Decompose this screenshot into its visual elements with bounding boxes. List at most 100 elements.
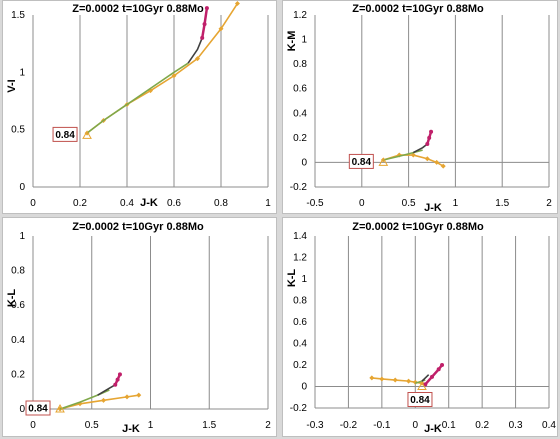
y-tick-label: 1.2 (293, 10, 307, 21)
x-tick-label: 1 (453, 198, 459, 209)
annotation-label: 0.84 (352, 157, 372, 168)
x-axis-label: J-K (140, 197, 158, 209)
x-tick-label: 0.8 (214, 198, 228, 209)
annotation-box (52, 126, 78, 142)
y-tick-label: 0.4 (11, 335, 25, 346)
chart-title: Z=0.0002 t=10Gyr 0.88Mo (72, 221, 204, 233)
y-tick-label: 1.2 (293, 253, 307, 264)
x-tick-label: 2 (265, 420, 271, 431)
data-point-dot (427, 135, 432, 140)
x-tick-label: 0.4 (120, 198, 134, 209)
x-tick-label: -0.2 (340, 420, 358, 431)
data-point-dot (202, 22, 207, 27)
y-tick-label: 0.8 (11, 266, 25, 277)
chart-title: Z=0.0002 t=10Gyr 0.88Mo (72, 3, 204, 15)
data-point-diamond (171, 73, 177, 79)
y-tick-label: 0.4 (293, 339, 307, 350)
y-tick-label: 1.5 (11, 10, 25, 21)
x-tick-label: 0.5 (402, 198, 416, 209)
x-tick-label: 0.2 (475, 420, 489, 431)
y-tick-label: 0 (19, 404, 25, 415)
y-tick-label: 0.2 (293, 360, 307, 371)
y-tick-label: 1 (19, 231, 25, 242)
y-tick-label: 1 (301, 274, 307, 285)
x-tick-label: 0 (359, 198, 365, 209)
chart-svg: 0 0.5 1 1.5 2 0 0.2 0.4 0.6 0.8 1 0.84 Z=0.0002 t=10… (6, 221, 271, 435)
data-point-dot (429, 129, 434, 134)
annotation-label: 0.84 (410, 395, 430, 406)
series-line (383, 149, 423, 161)
data-point-triangle (378, 157, 389, 166)
x-tick-label: 0.6 (167, 198, 181, 209)
chart-panel-bottom-right: -0.3 -0.2 -0.1 0 0.1 0.2 0.3 0.4 -0.2 0 0.2 0.4 0.6 0… (282, 217, 558, 437)
y-tick-label: 0.2 (11, 369, 25, 380)
y-tick-label: 0.8 (293, 59, 307, 70)
annotation-box (348, 153, 374, 169)
chart-title: Z=0.0002 t=10Gyr 0.88Mo (352, 221, 484, 233)
data-point-diamond (218, 26, 224, 32)
y-tick-label: 0.6 (293, 84, 307, 95)
y-tick-label: 0 (301, 157, 307, 168)
data-point-diamond (369, 375, 375, 381)
data-point-diamond (434, 159, 440, 165)
data-point-dot (423, 382, 428, 387)
data-point-dot (115, 377, 120, 382)
x-tick-label: 0.2 (73, 198, 87, 209)
data-point-triangle (55, 403, 65, 413)
x-tick-label: 1.5 (202, 420, 216, 431)
data-point-diamond (195, 56, 200, 62)
y-tick-label: 0.6 (11, 300, 25, 311)
chart-svg: -0.5 0 0.5 1 1.5 2 -0.2 0 0.2 0.4 0.6 0.8 1 1.2 0.84 Z=… (286, 3, 552, 213)
data-point-diamond (379, 376, 385, 382)
chart-svg: -0.3 -0.2 -0.1 0 0.1 0.2 0.3 0.4 -0.2 0 0.2 0.4 0.6 0… (286, 221, 556, 435)
data-point-diamond (410, 152, 416, 158)
data-point-dot (117, 372, 122, 377)
x-tick-label: 0.3 (509, 420, 523, 431)
annotation-label: 0.84 (28, 404, 48, 415)
annotation-box (25, 400, 51, 416)
x-tick-label: -0.1 (373, 420, 391, 431)
y-axis-label: K-M (286, 31, 298, 52)
x-tick-label: 0.5 (85, 420, 99, 431)
data-point-dot (204, 6, 209, 11)
chart-panel-bottom-left: 0 0.5 1 1.5 2 0 0.2 0.4 0.6 0.8 1 0.84 Z=0.0002 t=10… (2, 217, 277, 437)
x-tick-label: 0 (30, 420, 36, 431)
y-axis-label: K-L (6, 289, 18, 308)
y-tick-label: -0.2 (290, 182, 308, 193)
data-point-dot (113, 382, 118, 387)
x-tick-label: 0.1 (442, 420, 456, 431)
data-point-dot (425, 142, 430, 146)
x-tick-label: 1 (148, 420, 154, 431)
y-tick-label: 0 (19, 182, 25, 193)
y-tick-label: 0.6 (293, 317, 307, 328)
chart-panel-top-right: -0.5 0 0.5 1 1.5 2 -0.2 0 0.2 0.4 0.6 0.8 1 1.2 0.84 Z=… (282, 0, 558, 214)
y-axis-label: K-L (286, 269, 298, 288)
data-point-dot (440, 363, 445, 367)
annotation-box (407, 392, 433, 407)
x-tick-label: 1.5 (495, 198, 509, 209)
y-tick-label: 0 (301, 382, 307, 393)
x-tick-label: 2 (546, 198, 552, 209)
series-line (97, 384, 116, 396)
series-line (424, 364, 444, 386)
chart-svg: 0 0.2 0.4 0.6 0.8 1 0 0.5 1 1.5 0.84 Z=0.0002 t=10G… (6, 1, 271, 209)
y-tick-label: 1 (301, 35, 307, 46)
y-axis-label: V-I (6, 79, 18, 92)
data-point-diamond (101, 397, 106, 403)
x-axis-label: J-K (122, 423, 140, 435)
x-tick-label: 0 (413, 420, 419, 431)
y-tick-label: 1 (19, 67, 25, 78)
data-point-triangle (417, 381, 427, 390)
data-point-diamond (392, 377, 398, 383)
y-tick-label: 0.4 (293, 108, 307, 119)
data-point-diamond (406, 378, 412, 384)
data-point-diamond (136, 392, 142, 398)
data-point-diamond (234, 1, 240, 7)
chart-title: Z=0.0002 t=10Gyr 0.88Mo (352, 3, 484, 15)
x-tick-label: -0.5 (306, 198, 324, 209)
data-point-diamond (424, 156, 430, 162)
data-point-dot (436, 367, 441, 372)
y-tick-label: 1.4 (293, 231, 307, 242)
chart-panel-top-left: 0 0.2 0.4 0.6 0.8 1 0 0.5 1 1.5 0.84 Z=0.0002 t=10G… (2, 0, 277, 214)
data-point-dot (200, 35, 205, 40)
